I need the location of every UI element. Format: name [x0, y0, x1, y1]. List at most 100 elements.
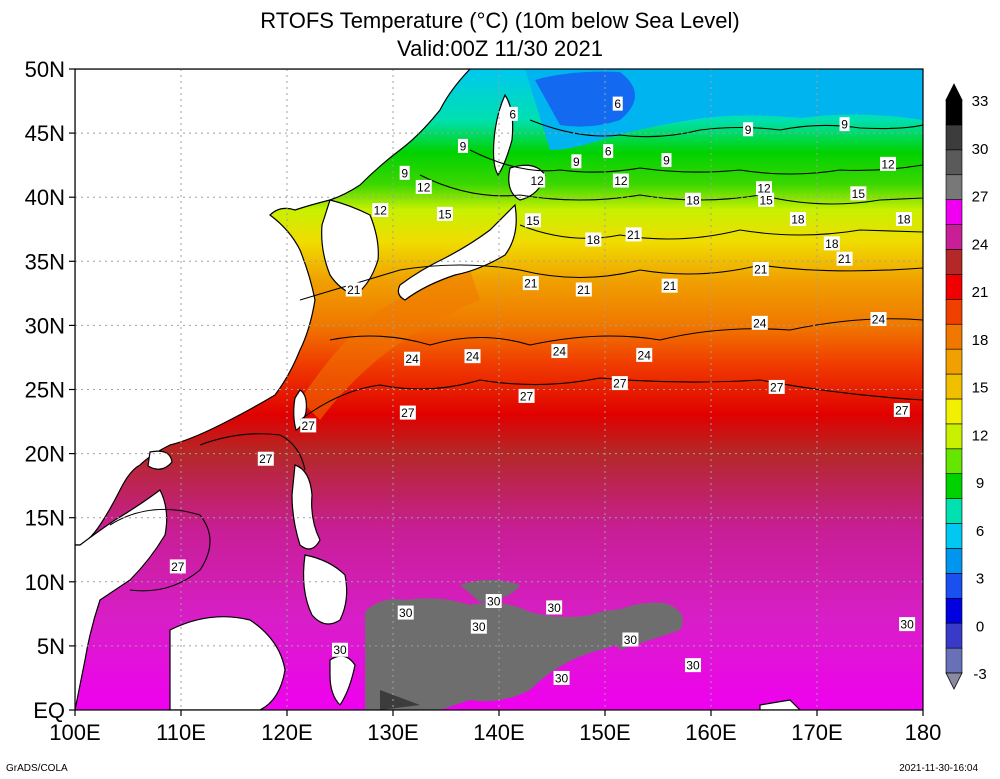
contour-label: 18 — [897, 212, 911, 226]
contour-label-box — [345, 282, 362, 297]
contour-label: 18 — [825, 237, 839, 251]
contour-label-box — [585, 232, 602, 247]
contour-label-box — [372, 203, 389, 218]
contour-label: 15 — [526, 214, 540, 228]
contour-label: 27 — [401, 406, 415, 420]
contour-label-box — [625, 227, 642, 242]
contour-label: 27 — [302, 419, 316, 433]
colorbar-swatch — [945, 373, 963, 400]
contour-label: 12 — [530, 174, 544, 188]
lat-tick-label: EQ — [33, 698, 65, 723]
lat-tick-label: 25N — [25, 378, 65, 403]
contour-label: 12 — [374, 204, 388, 218]
contour-label: 18 — [686, 193, 700, 207]
map-valid-time: Valid:00Z 11/30 2021 — [397, 36, 603, 61]
lon-tick-label: 160E — [685, 720, 736, 745]
contour-label-box — [415, 179, 432, 194]
lat-tick-label: 20N — [25, 442, 65, 467]
colorbar-swatch — [945, 423, 963, 450]
contour-label: 21 — [627, 228, 641, 242]
lon-tick-label: 100E — [49, 720, 100, 745]
lat-tick-label: 40N — [25, 185, 65, 210]
contour-label-box — [836, 251, 853, 266]
contour-label-box — [436, 206, 453, 221]
contour-label: 6 — [614, 97, 621, 111]
contour-label: 27 — [520, 389, 534, 403]
colorbar-swatch — [945, 323, 963, 350]
colorbar-max-arrow — [945, 83, 963, 101]
contour-label-box — [611, 376, 628, 391]
contour-label-box — [551, 344, 568, 359]
colorbar-swatch — [945, 622, 963, 649]
contour-label-box — [332, 642, 348, 657]
colorbar: -3 0 3 6 9 12 15 18 21 24 27 30 33 — [945, 83, 989, 690]
contour-label-box — [661, 278, 678, 293]
colorbar-label: 12 — [972, 427, 989, 444]
contour-label: 30 — [624, 633, 638, 647]
contour-label-box — [661, 153, 672, 168]
contour-label-box — [257, 451, 274, 466]
contour-label: 6 — [605, 145, 612, 159]
contour-label: 30 — [399, 606, 413, 620]
contour-label-box — [684, 658, 701, 673]
contour-label: 6 — [509, 107, 516, 121]
contour-label: 21 — [754, 262, 768, 276]
colorbar-label: -3 — [973, 666, 986, 683]
contour-label: 9 — [573, 155, 580, 169]
contour-label: 30 — [472, 620, 486, 634]
contour-label: 9 — [841, 118, 848, 132]
contour-label: 18 — [791, 212, 805, 226]
contour-label: 21 — [524, 277, 538, 291]
footer-credit: GrADS/COLA — [6, 763, 68, 774]
colorbar-label: 33 — [972, 93, 989, 110]
contour-label: 15 — [852, 187, 866, 201]
contour-label-box — [518, 388, 535, 403]
lon-tick-label: 140E — [473, 720, 524, 745]
contour-label: 12 — [417, 180, 431, 194]
colorbar-swatch — [945, 473, 963, 499]
contour-label-box — [404, 351, 421, 366]
lon-tick-label: 130E — [367, 720, 418, 745]
contour-label: 30 — [686, 659, 700, 673]
colorbar-swatch — [945, 174, 963, 200]
colorbar-label: 0 — [976, 618, 984, 635]
contour-label-box — [636, 347, 653, 362]
contour-label-box — [485, 594, 502, 609]
colorbar-label: 18 — [972, 332, 989, 349]
contour-label: 30 — [547, 601, 561, 615]
contour-label: 27 — [895, 404, 909, 418]
contour-label-box — [546, 600, 563, 615]
lon-tick-label: 170E — [791, 720, 842, 745]
colorbar-swatch — [945, 299, 963, 325]
contour-label-box — [870, 311, 887, 326]
colorbar-swatch — [945, 99, 963, 126]
contour-label: 9 — [401, 166, 408, 180]
contour-label-box — [575, 282, 592, 297]
longitude-axis: 100E 110E 120E 130E 140E 150E 160E 170E 180 — [49, 710, 941, 745]
lat-tick-label: 5N — [37, 634, 65, 659]
contour-label-box — [752, 261, 769, 276]
contour-label-box — [880, 156, 897, 171]
colorbar-swatch — [945, 498, 963, 524]
contour-label-box — [399, 405, 416, 420]
contour-label: 30 — [900, 618, 914, 632]
lon-tick-label: 110E — [156, 720, 206, 745]
contour-label-box — [524, 213, 541, 228]
colorbar-label: 15 — [972, 380, 989, 397]
colorbar-swatch — [945, 249, 963, 275]
contour-label: 15 — [759, 193, 773, 207]
contour-label: 30 — [487, 595, 501, 609]
contour-label-box — [839, 117, 850, 132]
contour-label: 12 — [614, 174, 628, 188]
contour-label: 21 — [577, 283, 591, 297]
contour-label-box — [522, 276, 539, 291]
colorbar-swatch — [945, 348, 963, 375]
colorbar-min-arrow — [945, 672, 963, 690]
contour-label: 21 — [347, 283, 361, 297]
lat-tick-label: 30N — [25, 313, 65, 338]
contour-label: 9 — [745, 123, 752, 137]
lat-tick-label: 50N — [25, 57, 65, 82]
contour-label: 27 — [613, 377, 627, 391]
